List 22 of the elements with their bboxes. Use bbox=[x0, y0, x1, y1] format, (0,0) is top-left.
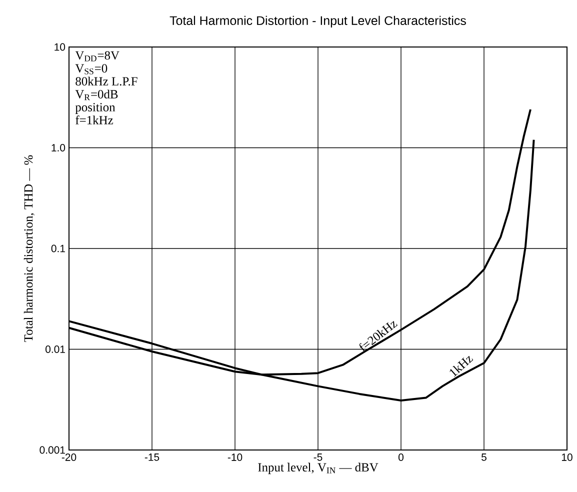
y-tick-label: 0.001 bbox=[40, 446, 65, 454]
y-tick-label: 0.01 bbox=[46, 346, 65, 353]
x-tick-label: -15 bbox=[144, 454, 160, 461]
y-axis-title: Total harmonic distortion, THD — % bbox=[24, 155, 34, 342]
x-tick-label: 10 bbox=[562, 454, 572, 461]
x-tick-label: -5 bbox=[314, 454, 322, 461]
y-tick-label: 1.0 bbox=[52, 144, 66, 152]
annotation: V$_{R}$=0dB bbox=[75, 90, 118, 100]
chart-title: Total Harmonic Distortion - Input Level Characteristics bbox=[170, 16, 466, 28]
x-tick-label: -10 bbox=[228, 454, 242, 461]
annotation: 80kHz L.P.F bbox=[76, 76, 138, 86]
y-tick-label: 0.1 bbox=[51, 244, 65, 252]
x-tick-label: 5 bbox=[482, 454, 486, 461]
y-tick-label: 10 bbox=[54, 43, 66, 51]
x-axis-title: Input level, V$_{IN}$ — dBV bbox=[258, 462, 378, 474]
x-tick-label: 0 bbox=[398, 454, 404, 461]
annotation: V$_{DD}$=8V bbox=[75, 51, 120, 62]
text: 1kHz bbox=[450, 356, 474, 377]
annotation: V$_{SS}$=0 bbox=[75, 64, 108, 74]
annotation: position bbox=[75, 103, 116, 114]
x-tick-label: -20 bbox=[62, 454, 76, 461]
annotation: f=1kHz bbox=[76, 115, 113, 124]
